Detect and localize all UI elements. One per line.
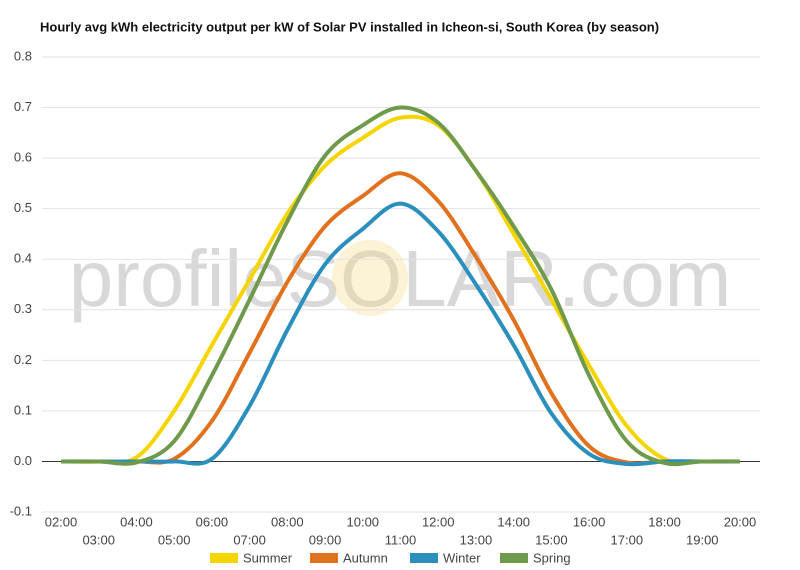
y-tick-label: 0.5: [14, 200, 32, 215]
x-tick-label: 03:00: [82, 532, 115, 547]
x-tick-label: 19:00: [686, 532, 719, 547]
x-tick-label: 15:00: [535, 532, 568, 547]
y-tick-label: -0.1: [10, 503, 32, 518]
series-line: [60, 105, 741, 467]
series-line: [60, 114, 741, 465]
x-tick-label: 14:00: [497, 514, 530, 529]
legend-swatch: [500, 553, 528, 563]
watermark-sun: [332, 240, 408, 316]
legend-label: Summer: [243, 550, 293, 565]
x-tick-label: 05:00: [158, 532, 191, 547]
x-tick-label: 18:00: [648, 514, 681, 529]
x-tick-label: 16:00: [573, 514, 606, 529]
y-tick-label: 0.8: [14, 48, 32, 63]
x-tick-label: 04:00: [120, 514, 153, 529]
y-tick-label: 0.1: [14, 402, 32, 417]
x-tick-label: 17:00: [611, 532, 644, 547]
y-tick-label: 0.7: [14, 99, 32, 114]
y-tick-label: 0.6: [14, 150, 32, 165]
x-tick-label: 08:00: [271, 514, 304, 529]
legend-label: Spring: [533, 550, 571, 565]
y-tick-label: 0.2: [14, 352, 32, 367]
watermark: profileSOLAR.com: [69, 234, 731, 323]
y-tick-label: 0.0: [14, 453, 32, 468]
legend-label: Autumn: [343, 550, 388, 565]
x-tick-label: 12:00: [422, 514, 455, 529]
x-tick-label: 06:00: [196, 514, 229, 529]
x-tick-label: 09:00: [309, 532, 342, 547]
x-tick-label: 11:00: [385, 532, 417, 547]
x-tick-label: 13:00: [460, 532, 493, 547]
legend-label: Winter: [443, 550, 481, 565]
chart-title: Hourly avg kWh electricity output per kW…: [40, 19, 659, 34]
legend-swatch: [210, 553, 238, 563]
x-tick-label: 07:00: [233, 532, 266, 547]
x-tick-label: 20:00: [724, 514, 757, 529]
y-tick-label: 0.3: [14, 301, 32, 316]
series-line: [61, 201, 740, 467]
x-tick-label: 02:00: [45, 514, 78, 529]
y-tick-label: 0.4: [14, 251, 32, 266]
legend-swatch: [310, 553, 338, 563]
legend-swatch: [410, 553, 438, 563]
x-tick-label: 10:00: [347, 514, 380, 529]
